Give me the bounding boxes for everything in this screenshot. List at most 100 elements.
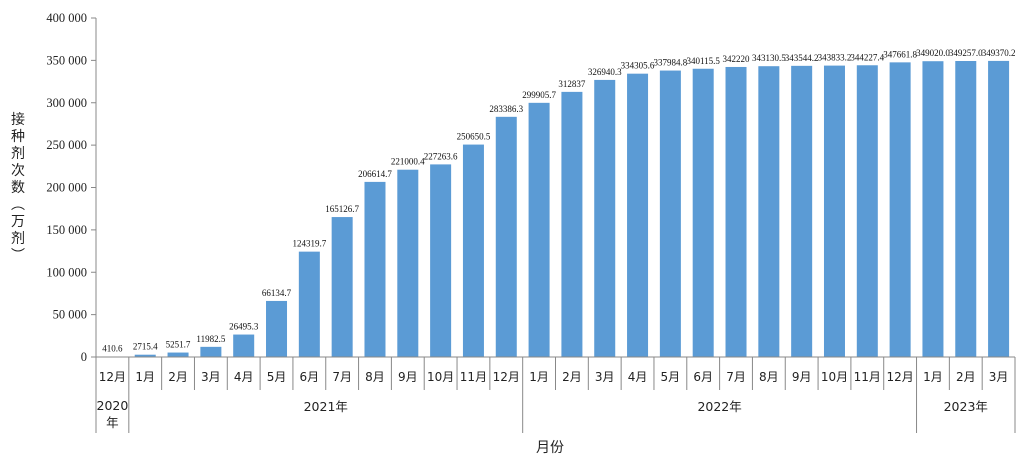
data-label: 342220 [723,54,751,64]
category-label: 6月 [300,370,320,384]
category-label: 1月 [135,370,155,384]
data-label: 347661.8 [883,49,917,59]
y-tick-label: 200 000 [46,181,87,195]
year-labels: 2020 年 2021年 2022年 2023年 [97,398,988,430]
category-label: 8月 [365,370,385,384]
y-tick-label: 250 000 [46,138,87,152]
bar [495,116,517,357]
data-label: 5251.7 [166,340,191,350]
bar [823,65,845,357]
data-label: 165126.7 [325,204,359,214]
bar [922,61,944,357]
category-label: 5月 [267,370,287,384]
bar [791,65,813,358]
category-label: 12月 [886,370,913,384]
category-label: 3月 [595,370,615,384]
data-label: 66134.7 [262,288,292,298]
x-axis-title: 月份 [536,440,564,456]
category-label: 4月 [628,370,648,384]
bar [167,352,189,357]
bar [364,181,386,357]
data-label: 312837 [558,79,586,89]
category-label: 10月 [427,370,454,384]
x-axis [95,18,1016,433]
bar [561,91,583,358]
data-label: 283386.3 [489,104,523,114]
y-tick-label: 400 000 [46,11,87,25]
bar [725,66,747,357]
bar [594,79,616,358]
bar [266,300,288,357]
y-axis-title: 接种剂次数︵万剂︶ [11,111,25,264]
category-label: 8月 [759,370,779,384]
data-label: 344227.4 [850,52,884,62]
bar [955,61,977,357]
category-label: 7月 [332,370,352,384]
category-label: 11月 [854,370,881,384]
category-label: 1月 [923,370,943,384]
bar [889,62,911,357]
category-label: 1月 [529,370,549,384]
category-label: 2月 [562,370,582,384]
bars [101,60,1010,358]
y-tick-label: 50 000 [53,308,87,322]
y-tick-label: 150 000 [46,223,87,237]
category-label: 2月 [168,370,188,384]
data-label: 2715.4 [133,342,158,352]
data-label: 206614.7 [358,169,392,179]
category-label: 6月 [693,370,713,384]
data-label: 337984.8 [654,58,688,68]
data-label: 299905.7 [522,90,556,100]
bar [988,60,1010,358]
bar [430,164,452,357]
category-labels: 12月 1月 2月 3月 4月 5月 6月 7月 8月 9月 10月 11月 12月 1月 2月 3月 4月 5月… [99,370,1009,384]
bar [200,346,222,357]
category-label: 5月 [661,370,681,384]
data-label: 349257.0 [949,48,983,58]
bar [692,68,714,358]
bar [856,65,878,358]
data-labels: 410.6 2715.4 5251.7 11982.5 26495.3 66134.7 12… [102,48,1015,354]
data-label: 343130.5 [752,53,786,63]
category-label: 7月 [726,370,746,384]
year-label: 2020 年 [97,398,129,430]
data-label: 11982.5 [196,334,225,344]
category-label: 3月 [989,370,1009,384]
data-label: 334305.6 [621,61,655,71]
data-label: 349020.0 [916,48,950,58]
data-label: 124319.7 [292,239,326,249]
category-label: 12月 [99,370,126,384]
category-label: 11月 [460,370,487,384]
bar [331,217,353,357]
bar [298,251,320,357]
y-tick-label: 300 000 [46,96,87,110]
y-tick-label: 350 000 [46,53,87,67]
category-label: 12月 [493,370,520,384]
data-label: 221000.4 [391,157,425,167]
data-label: 343544.2 [785,53,819,63]
category-label: 10月 [821,370,848,384]
data-label: 410.6 [102,344,123,354]
category-label: 3月 [201,370,221,384]
year-label: 2022年 [697,399,741,414]
data-label: 227263.6 [424,151,458,161]
category-label: 2月 [956,370,976,384]
bar [528,102,550,357]
year-label: 2021年 [304,399,348,414]
y-tick-label: 0 [81,350,87,364]
bar [134,354,156,357]
category-label: 9月 [792,370,812,384]
bar [462,144,484,357]
year-label: 2023年 [944,399,988,414]
data-label: 343833.2 [818,53,852,63]
category-label: 4月 [234,370,254,384]
y-tick-label: 100 000 [46,265,87,279]
bar [233,334,255,357]
data-label: 26495.3 [229,322,259,332]
data-label: 340115.5 [686,56,720,66]
bar [627,73,649,358]
y-axis-ticks: 0 50 000 100 000 150 000 200 000 250 000 300 0… [46,11,96,364]
bar [659,70,681,357]
data-label: 250650.5 [457,132,491,142]
